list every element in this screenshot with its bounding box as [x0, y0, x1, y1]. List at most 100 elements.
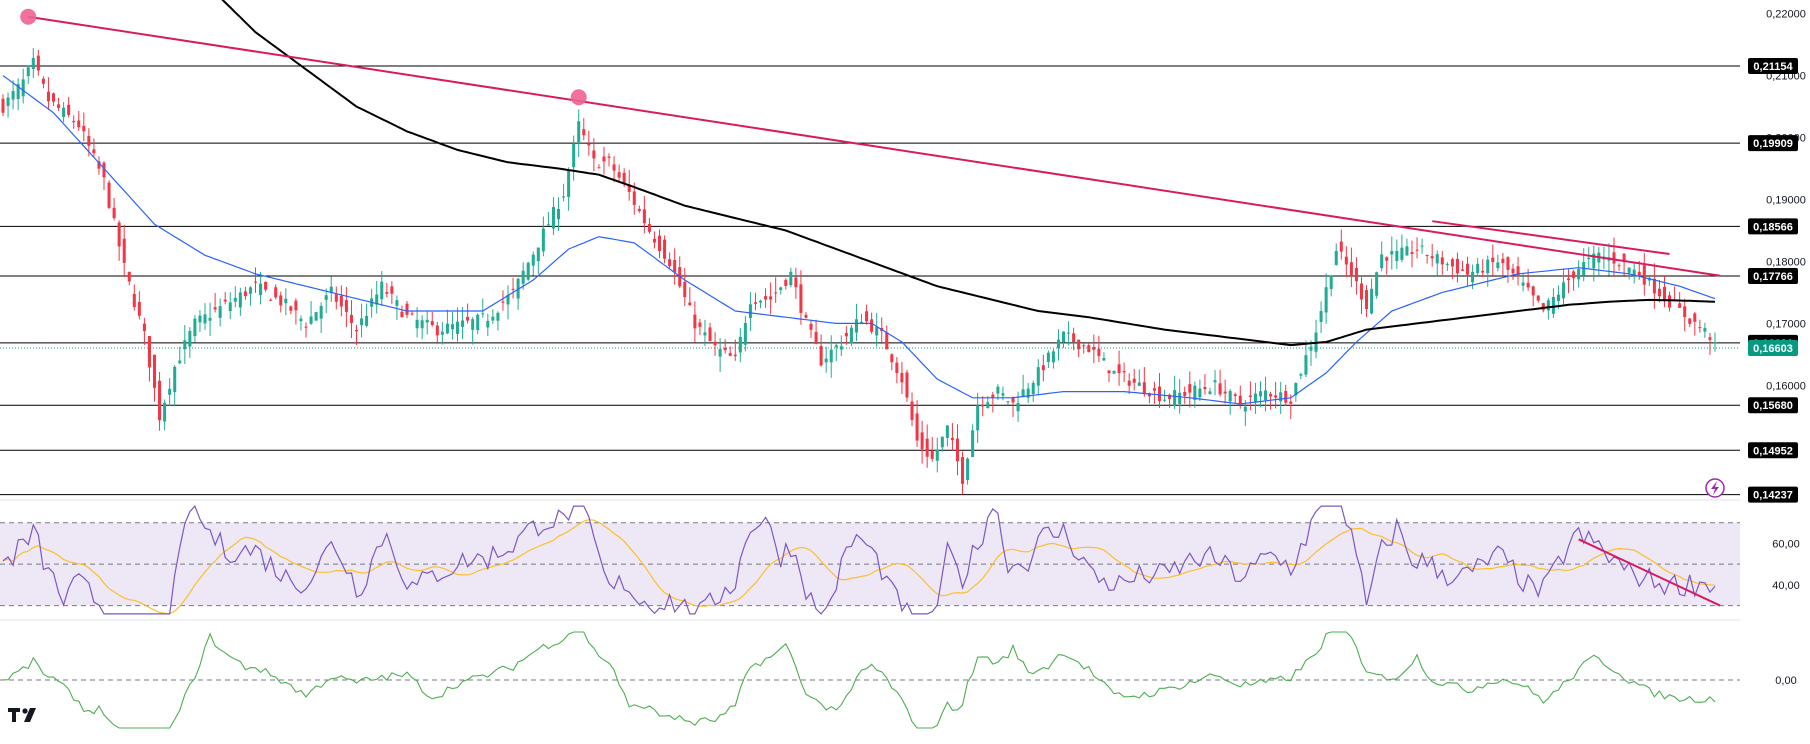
candle	[1062, 331, 1066, 348]
candle-body	[506, 294, 510, 305]
candle	[147, 335, 151, 382]
candle-body	[1193, 385, 1197, 400]
candle	[1521, 273, 1525, 292]
candle	[1683, 298, 1687, 332]
candle-body	[1380, 254, 1384, 269]
candle	[1359, 277, 1364, 315]
candle	[1662, 275, 1667, 308]
candle-body	[1203, 387, 1207, 390]
candle-body	[1612, 252, 1616, 264]
candle	[597, 164, 601, 169]
candle-body	[1637, 271, 1641, 277]
candle-body	[1264, 390, 1268, 401]
candle-body	[390, 286, 394, 294]
candle-body	[1279, 392, 1283, 402]
candle-body	[152, 354, 157, 388]
candle-body	[62, 107, 66, 117]
candle-body	[1067, 332, 1071, 334]
price-pane[interactable]	[0, 0, 1742, 496]
candle	[546, 211, 550, 226]
candle	[294, 298, 298, 325]
candle-body	[1375, 272, 1379, 296]
candle	[1006, 401, 1010, 405]
level-label: 0,18566	[1753, 221, 1793, 233]
candle-body	[309, 316, 313, 324]
candle-body	[1693, 313, 1697, 322]
candle	[1354, 257, 1358, 295]
candle-body	[1208, 391, 1212, 394]
candle-body	[1147, 393, 1151, 397]
candle-body	[445, 323, 449, 334]
candle	[1067, 321, 1071, 346]
candle	[415, 307, 419, 338]
candle-body	[1107, 370, 1111, 374]
candle	[1531, 285, 1535, 307]
candle	[1440, 250, 1444, 275]
momentum-pane[interactable]	[0, 631, 1740, 729]
candle	[1137, 369, 1141, 387]
candle-body	[57, 104, 61, 108]
candle	[976, 392, 980, 443]
candle	[1435, 250, 1439, 276]
candle-body	[1683, 306, 1687, 318]
candle-body	[1087, 345, 1091, 353]
candle-body	[1395, 250, 1399, 262]
candle-body	[163, 402, 167, 422]
candle-body	[895, 362, 899, 374]
candle-body	[1652, 278, 1656, 294]
candle-body	[6, 97, 10, 106]
candle-body	[329, 286, 333, 294]
candle-body	[213, 307, 217, 310]
candle-body	[67, 104, 71, 115]
candle-body	[496, 312, 500, 321]
candle-body	[410, 313, 414, 315]
candle-body	[51, 93, 56, 102]
candle	[844, 326, 848, 345]
price-axis[interactable]: 0,220000,210000,200000,190000,180000,170…	[1748, 9, 1806, 687]
candle-body	[1046, 352, 1050, 362]
candle	[1228, 388, 1232, 415]
candle-body	[567, 171, 571, 198]
candle	[1657, 279, 1661, 303]
candle	[971, 424, 975, 458]
candle-body	[476, 314, 480, 331]
candle-body	[1168, 394, 1172, 400]
candle-body	[642, 209, 646, 224]
lightning-alert-icon[interactable]	[1705, 478, 1725, 498]
candle-body	[774, 292, 778, 294]
candle-body	[405, 303, 409, 315]
candle-body	[1425, 254, 1429, 256]
candle	[617, 164, 621, 182]
candle-body	[531, 254, 535, 266]
candle-body	[1496, 262, 1500, 269]
momentum-tick-label: 0,00	[1775, 675, 1796, 687]
candle-body	[1713, 342, 1717, 344]
level-label-bg	[1748, 397, 1798, 414]
candle-body	[137, 301, 141, 316]
candle-body	[425, 319, 429, 323]
candle	[1622, 253, 1626, 276]
candle	[142, 317, 146, 345]
rsi-pane[interactable]	[0, 504, 1740, 615]
candle	[1592, 246, 1596, 282]
candle-body	[461, 320, 465, 327]
candle-body	[789, 271, 793, 286]
candle-body	[1238, 395, 1242, 405]
candle-body	[1460, 269, 1465, 271]
candle	[1390, 236, 1394, 270]
candle-body	[243, 291, 247, 297]
candle	[930, 436, 934, 462]
tradingview-logo	[8, 708, 36, 722]
candle	[461, 307, 465, 340]
candle-body	[1501, 258, 1505, 264]
candle-body	[92, 149, 96, 154]
price-tick-label: 0,22000	[1766, 9, 1806, 21]
candle-body	[885, 332, 889, 350]
candle-body	[1006, 401, 1010, 403]
candle-body	[203, 314, 207, 324]
candle	[567, 167, 571, 211]
candle	[1132, 368, 1136, 391]
candle-body	[930, 450, 934, 459]
candle-body	[1698, 327, 1702, 329]
price-tick-label: 0,19000	[1766, 195, 1806, 207]
